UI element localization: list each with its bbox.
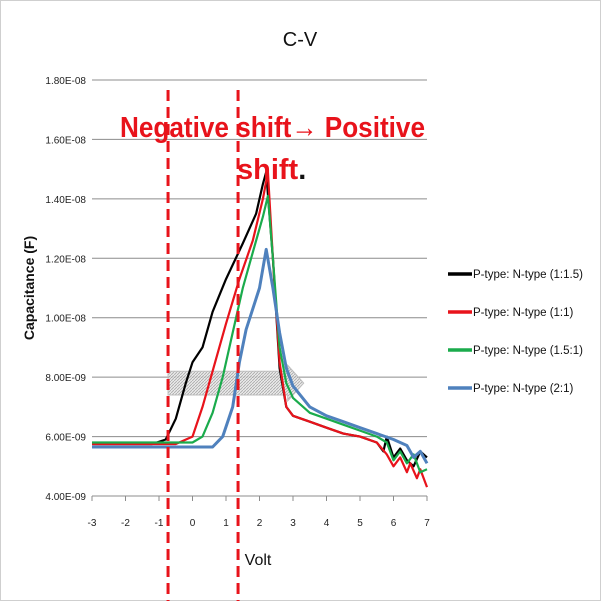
legend-label: P-type: N-type (1:1.5)	[473, 269, 583, 281]
x-tick-label: -2	[121, 518, 130, 529]
y-tick-label: 1.60E-08	[45, 135, 86, 146]
y-tick-label: 8.00E-09	[45, 373, 86, 384]
y-tick-label: 1.20E-08	[45, 254, 86, 265]
annotation-line1: Negative shift→ Positive	[120, 112, 425, 144]
x-tick-label: 7	[424, 518, 430, 529]
x-tick-label: 2	[257, 518, 263, 529]
cv-chart: C-V 4.00E-096.00E-098.00E-091.00E-081.20…	[0, 0, 601, 601]
legend-label: P-type: N-type (2:1)	[473, 383, 574, 395]
y-tick-label: 4.00E-09	[45, 492, 86, 503]
x-tick-label: 6	[391, 518, 397, 529]
x-tick-label: 0	[190, 518, 196, 529]
legend-label: P-type: N-type (1.5:1)	[473, 345, 583, 357]
x-tick-label: 1	[223, 518, 229, 529]
y-tick-label: 1.40E-08	[45, 195, 86, 206]
x-axis-label: Volt	[245, 552, 272, 569]
y-tick-label: 1.00E-08	[45, 314, 86, 325]
annotation-line2-end: .	[298, 154, 306, 186]
x-tick-label: -1	[155, 518, 164, 529]
x-tick-label: 5	[357, 518, 363, 529]
x-tick-label: 3	[290, 518, 296, 529]
legend-label: P-type: N-type (1:1)	[473, 307, 574, 319]
y-axis-label: Capacitance (F)	[21, 236, 37, 340]
annotation-line2-group: shift.	[237, 154, 306, 186]
x-tick-label: -3	[88, 518, 97, 529]
chart-title: C-V	[283, 29, 318, 51]
annotation-line2: shift	[237, 154, 299, 186]
x-tick-label: 4	[324, 518, 330, 529]
y-tick-label: 6.00E-09	[45, 433, 86, 444]
y-tick-label: 1.80E-08	[45, 76, 86, 87]
